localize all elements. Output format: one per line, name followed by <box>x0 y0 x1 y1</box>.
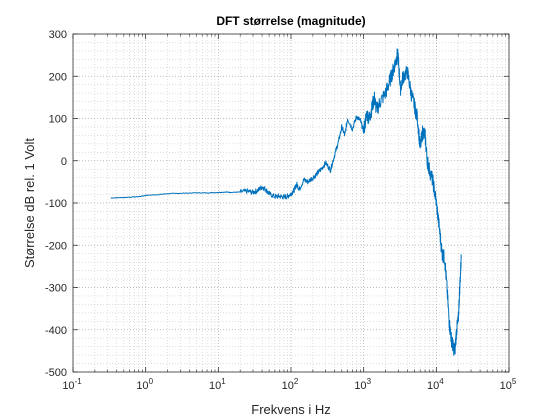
chart-title: DFT størrelse (magnitude) <box>216 14 365 28</box>
x-tick-label: 103 <box>354 377 371 392</box>
y-tick-label: -500 <box>45 367 67 379</box>
x-tick-label: 105 <box>500 377 517 392</box>
y-axis-label: Størrelse dB rel. 1 Volt <box>22 138 37 268</box>
y-tick-labels: 300 200 100 0 -100 -200 -300 -400 -500 <box>45 29 67 379</box>
y-tick-label: -100 <box>45 198 67 210</box>
y-tick-label: -200 <box>45 240 67 252</box>
y-tick-label: 0 <box>61 156 67 168</box>
y-tick-label: 100 <box>49 114 67 126</box>
x-tick-label: 101 <box>209 377 226 392</box>
x-tick-label: 104 <box>427 377 444 392</box>
x-tick-label: 102 <box>282 377 299 392</box>
y-tick-label: -300 <box>45 283 67 295</box>
x-tick-label: 10-1 <box>62 377 82 392</box>
y-tick-label: -400 <box>45 325 67 337</box>
x-axis-label: Frekvens i Hz <box>251 402 330 417</box>
axis-ticks <box>72 33 510 373</box>
y-tick-label: 300 <box>49 29 67 41</box>
x-tick-labels: 10-1 100 101 102 103 104 105 <box>62 377 517 392</box>
x-tick-label: 100 <box>136 377 153 392</box>
y-tick-label: 200 <box>49 71 67 83</box>
magnitude-line <box>110 48 462 356</box>
